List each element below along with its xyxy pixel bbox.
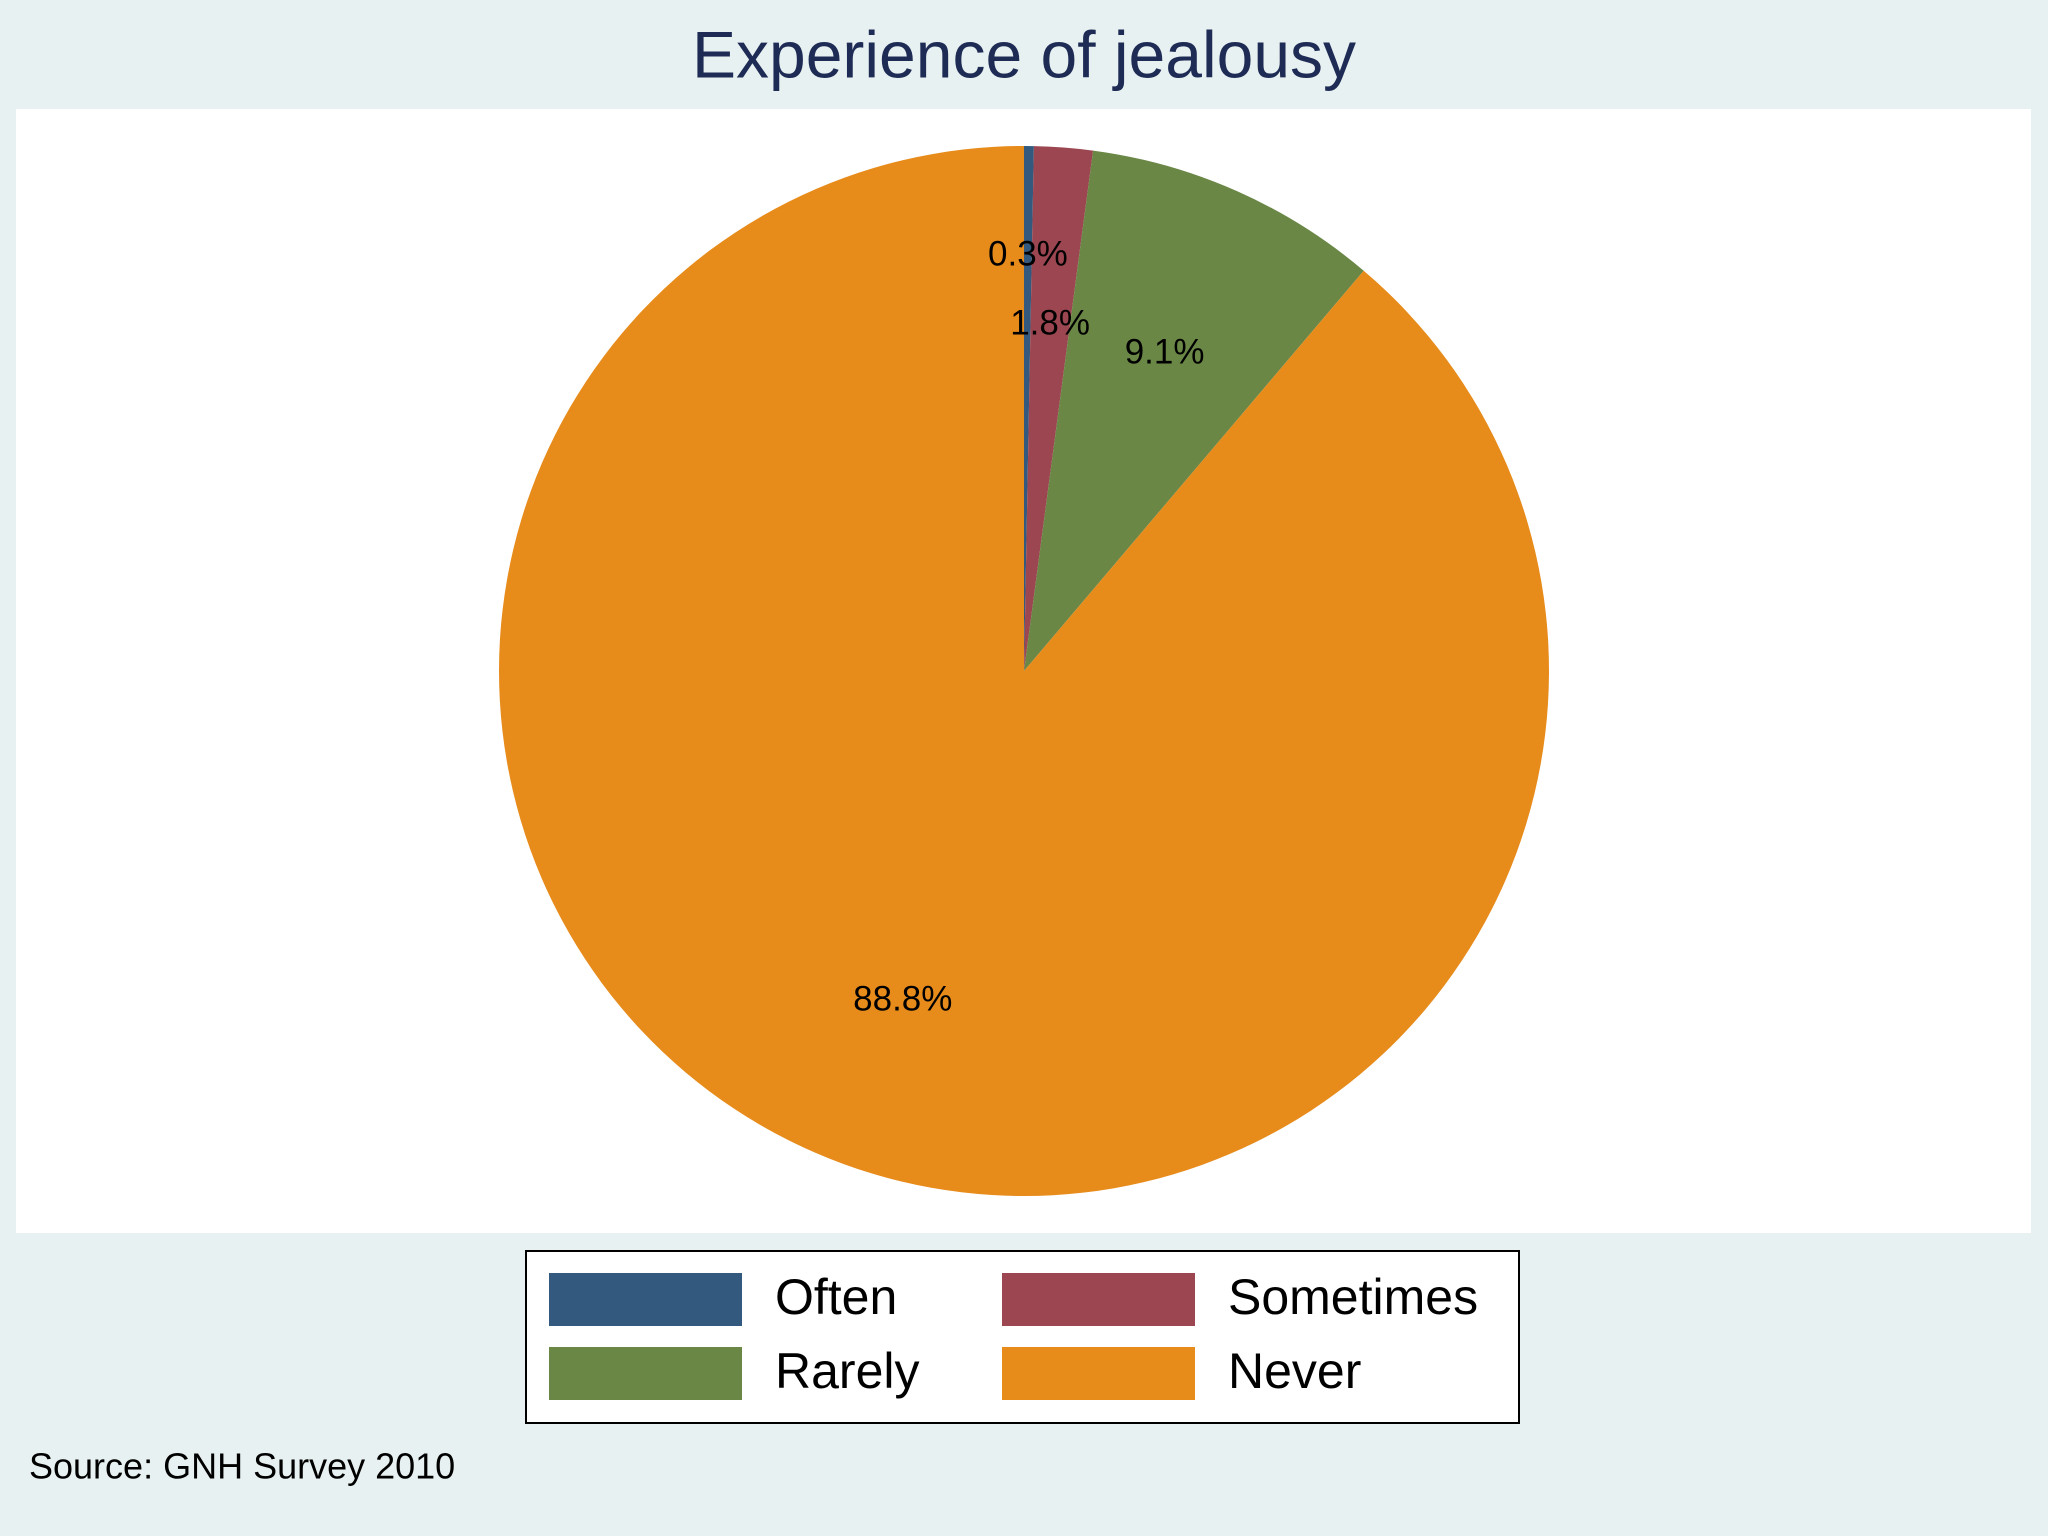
pie-slice bbox=[498, 146, 1549, 1196]
legend-swatch bbox=[549, 1347, 742, 1400]
data-label: 9.1% bbox=[1125, 333, 1205, 372]
data-label: 1.8% bbox=[1010, 304, 1090, 343]
pie-slice bbox=[1024, 150, 1364, 672]
pie-slice bbox=[1024, 146, 1034, 671]
pie-slice bbox=[1024, 146, 1094, 671]
legend-label: Rarely bbox=[775, 1343, 919, 1399]
chart-title: Experience of jealousy bbox=[692, 17, 1356, 91]
legend-label: Often bbox=[775, 1269, 897, 1325]
data-label: 88.8% bbox=[853, 979, 952, 1018]
legend-swatch bbox=[1002, 1273, 1195, 1326]
legend-swatch bbox=[1002, 1347, 1195, 1400]
data-label: 0.3% bbox=[988, 235, 1068, 274]
legend-label: Never bbox=[1228, 1343, 1361, 1399]
legend-label: Sometimes bbox=[1228, 1269, 1478, 1325]
source-note: Source: GNH Survey 2010 bbox=[29, 1446, 455, 1487]
legend-swatch bbox=[549, 1273, 742, 1326]
